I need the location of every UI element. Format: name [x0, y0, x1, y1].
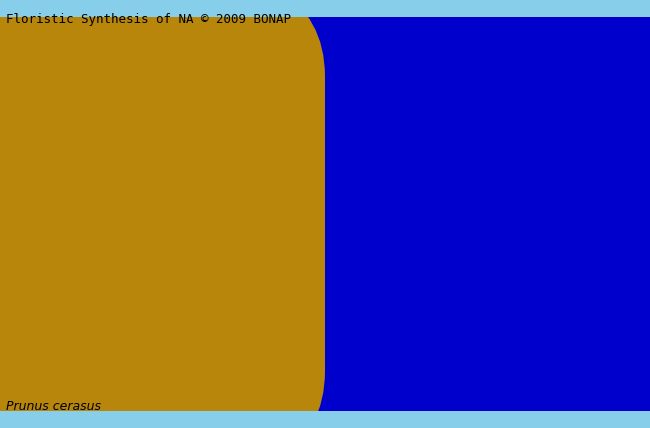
FancyBboxPatch shape — [32, 0, 650, 428]
FancyBboxPatch shape — [0, 0, 325, 428]
Text: Prunus cerasus: Prunus cerasus — [6, 400, 101, 413]
Text: Floristic Synthesis of NA © 2009 BONAP: Floristic Synthesis of NA © 2009 BONAP — [6, 13, 291, 26]
